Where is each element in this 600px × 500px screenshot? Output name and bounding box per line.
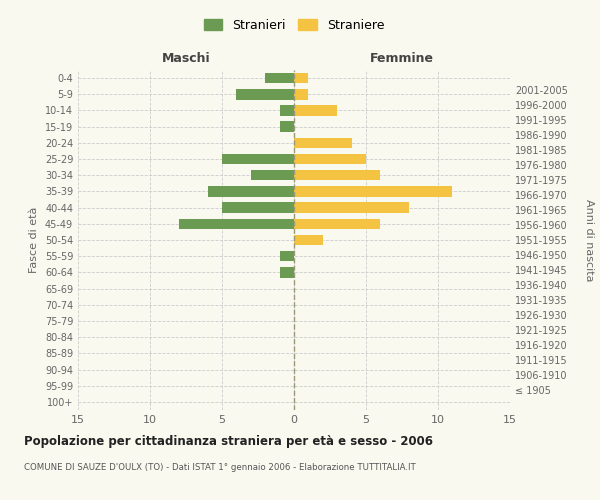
Bar [208,186,294,196]
Bar [294,186,452,196]
Bar [222,202,294,213]
Text: Femmine: Femmine [370,52,434,65]
Y-axis label: Anni di nascita: Anni di nascita [584,198,595,281]
Text: COMUNE DI SAUZE D'OULX (TO) - Dati ISTAT 1° gennaio 2006 - Elaborazione TUTTITAL: COMUNE DI SAUZE D'OULX (TO) - Dati ISTAT… [24,462,416,471]
Text: Maschi: Maschi [161,52,211,65]
Bar [294,202,409,213]
Y-axis label: Fasce di età: Fasce di età [29,207,39,273]
Bar [280,267,294,278]
Legend: Stranieri, Straniere: Stranieri, Straniere [200,15,388,36]
Bar [294,105,337,116]
Bar [294,234,323,246]
Bar [280,251,294,262]
Bar [294,154,366,164]
Text: Popolazione per cittadinanza straniera per età e sesso - 2006: Popolazione per cittadinanza straniera p… [24,435,433,448]
Bar [294,73,308,84]
Bar [294,170,380,180]
Bar [179,218,294,229]
Bar [236,89,294,100]
Bar [265,73,294,84]
Bar [280,122,294,132]
Bar [294,218,380,229]
Bar [294,138,352,148]
Bar [280,105,294,116]
Bar [251,170,294,180]
Bar [222,154,294,164]
Bar [294,89,308,100]
